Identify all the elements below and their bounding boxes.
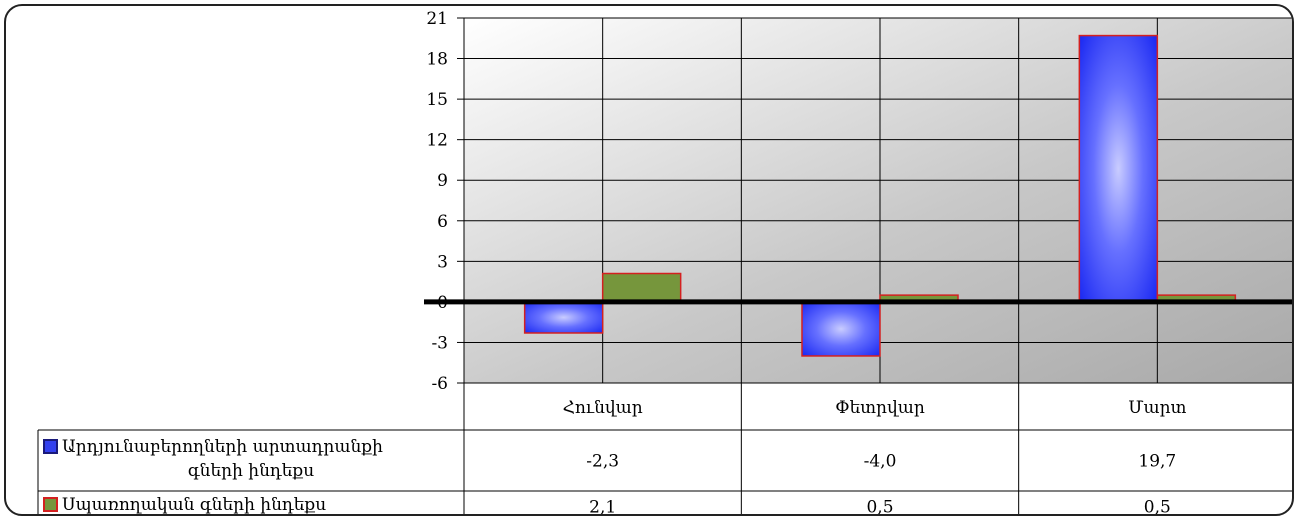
y-tick-label: 21 xyxy=(426,9,448,29)
legend-label-series-2: Սպառողական գների ինդեքս xyxy=(62,495,326,515)
table-value: -2,3 xyxy=(586,452,619,472)
y-tick-label: 3 xyxy=(437,252,448,272)
table-value: 0,5 xyxy=(1144,498,1171,517)
bar-series-1 xyxy=(801,301,881,357)
chart-frame: -6 -3 0 3 6 9 12 15 18 21 Հունվար Փետրվար Մարտ Արդյո… xyxy=(4,4,1294,516)
table-value: -4,0 xyxy=(864,452,897,472)
y-tick-label: 0 xyxy=(437,293,448,313)
bar-series-1 xyxy=(523,301,604,334)
table-value: 19,7 xyxy=(1138,452,1176,472)
y-tick-label: 15 xyxy=(426,90,448,110)
table-value: 0,5 xyxy=(866,498,893,517)
y-tick-label: -6 xyxy=(431,374,448,394)
bar-series-2 xyxy=(601,272,682,303)
legend-key-series-2 xyxy=(43,497,58,512)
y-tick-label: -3 xyxy=(431,333,448,353)
y-tick-label: 12 xyxy=(426,131,448,151)
category-label: Մարտ xyxy=(1128,398,1186,418)
bar-series-1 xyxy=(1078,34,1159,303)
table-value: 2,1 xyxy=(589,498,616,517)
legend-label-series-1: Արդյունաբերողների արտադրանքի xyxy=(62,437,383,457)
category-label: Փետրվար xyxy=(835,398,925,418)
category-label: Հունվար xyxy=(563,398,643,418)
y-tick-label: 6 xyxy=(437,212,448,232)
legend-key-series-1 xyxy=(43,439,58,454)
y-tick-label: 9 xyxy=(437,171,448,191)
chart: -6 -3 0 3 6 9 12 15 18 21 Հունվար Փետրվար Մարտ Արդյո… xyxy=(37,9,1292,517)
legend-label-series-1-line-2: գների ինդեքս xyxy=(188,461,314,481)
y-tick-label: 18 xyxy=(426,50,448,70)
